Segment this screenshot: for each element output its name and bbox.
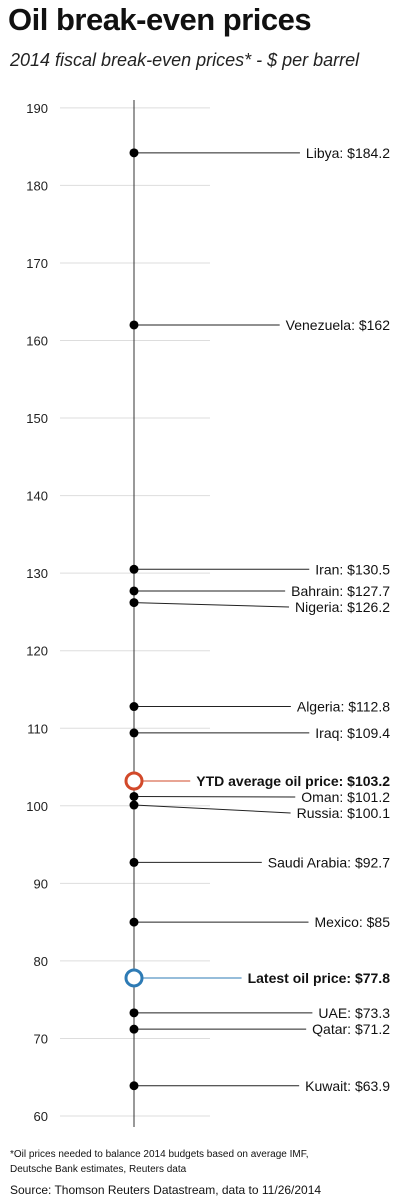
- leader-line: [133, 602, 290, 608]
- point-label: Iraq: $109.4: [315, 725, 390, 741]
- y-tick-label: 70: [34, 1031, 48, 1046]
- y-tick-label: 180: [26, 178, 48, 193]
- reference-label: YTD average oil price: $103.2: [196, 773, 390, 789]
- y-tick-label: 110: [27, 721, 48, 736]
- point-label: Bahrain: $127.7: [291, 583, 390, 599]
- point-label: Libya: $184.2: [306, 145, 390, 161]
- point-label: Algeria: $112.8: [297, 699, 390, 715]
- data-point: [129, 564, 139, 574]
- data-point: [129, 1024, 139, 1034]
- footnote: *Oil prices needed to balance 2014 budge…: [10, 1149, 309, 1175]
- y-tick-label: 120: [26, 644, 48, 659]
- data-point: [129, 148, 139, 158]
- point-label: Kuwait: $63.9: [305, 1078, 390, 1094]
- reference-marker: [124, 968, 144, 988]
- data-point: [129, 586, 139, 596]
- data-point: [129, 857, 139, 867]
- data-point: [129, 728, 139, 738]
- data-point: [129, 702, 139, 712]
- y-tick-label: 90: [34, 876, 48, 891]
- chart-title: Oil break-even prices: [8, 2, 312, 37]
- y-tick-label: 60: [34, 1109, 48, 1124]
- data-point: [129, 791, 139, 801]
- point-label: Nigeria: $126.2: [295, 599, 390, 615]
- y-tick-label: 170: [26, 256, 48, 271]
- data-point: [129, 800, 139, 810]
- point-label: UAE: $73.3: [318, 1005, 390, 1021]
- chart-subtitle: 2014 fiscal break-even prices* - $ per b…: [10, 50, 360, 70]
- point-label: Mexico: $85: [315, 914, 391, 930]
- y-tick-label: 150: [26, 411, 48, 426]
- point-label: Qatar: $71.2: [312, 1021, 390, 1037]
- y-tick-label: 140: [26, 489, 48, 504]
- source-note: Source: Thomson Reuters Datastream, data…: [10, 1183, 322, 1197]
- data-point: [129, 320, 139, 330]
- y-tick-label: 160: [26, 334, 48, 349]
- point-label: Oman: $101.2: [301, 789, 390, 805]
- y-tick-label: 100: [26, 799, 48, 814]
- y-tick-label: 130: [26, 566, 48, 581]
- reference-marker: [124, 771, 144, 791]
- point-label: Russia: $100.1: [297, 805, 391, 821]
- chart-area: 60 70 80 90 100 110 120 130 140 150 160 170 180 190 L…: [26, 100, 391, 1127]
- data-point: [129, 598, 139, 608]
- point-label: Saudi Arabia: $92.7: [268, 854, 390, 870]
- y-tick-label: 190: [26, 101, 48, 116]
- point-label: Venezuela: $162: [286, 317, 391, 333]
- leader-line: [133, 804, 291, 814]
- data-point: [129, 917, 139, 927]
- data-point: [129, 1008, 139, 1018]
- point-label: Iran: $130.5: [315, 561, 390, 577]
- data-point: [129, 1081, 139, 1091]
- reference-label: Latest oil price: $77.8: [248, 970, 391, 986]
- y-tick-label: 80: [34, 954, 48, 969]
